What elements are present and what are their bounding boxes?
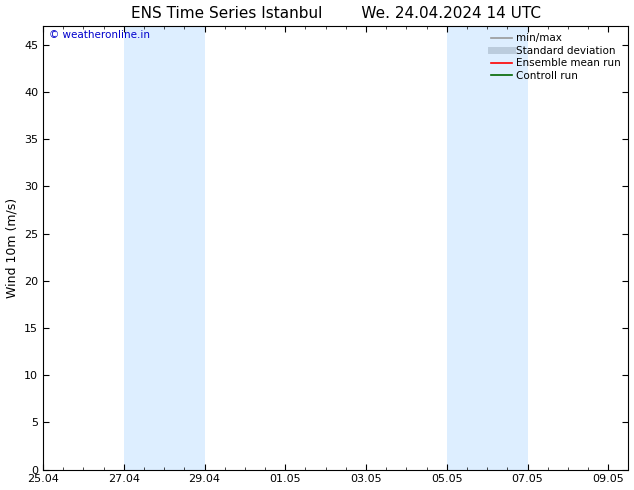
Title: ENS Time Series Istanbul        We. 24.04.2024 14 UTC: ENS Time Series Istanbul We. 24.04.2024 … (131, 5, 541, 21)
Y-axis label: Wind 10m (m/s): Wind 10m (m/s) (6, 197, 18, 298)
Legend: min/max, Standard deviation, Ensemble mean run, Controll run: min/max, Standard deviation, Ensemble me… (489, 31, 623, 83)
Bar (447, 26, 527, 469)
Bar (124, 26, 205, 469)
Text: © weatheronline.in: © weatheronline.in (49, 30, 150, 40)
